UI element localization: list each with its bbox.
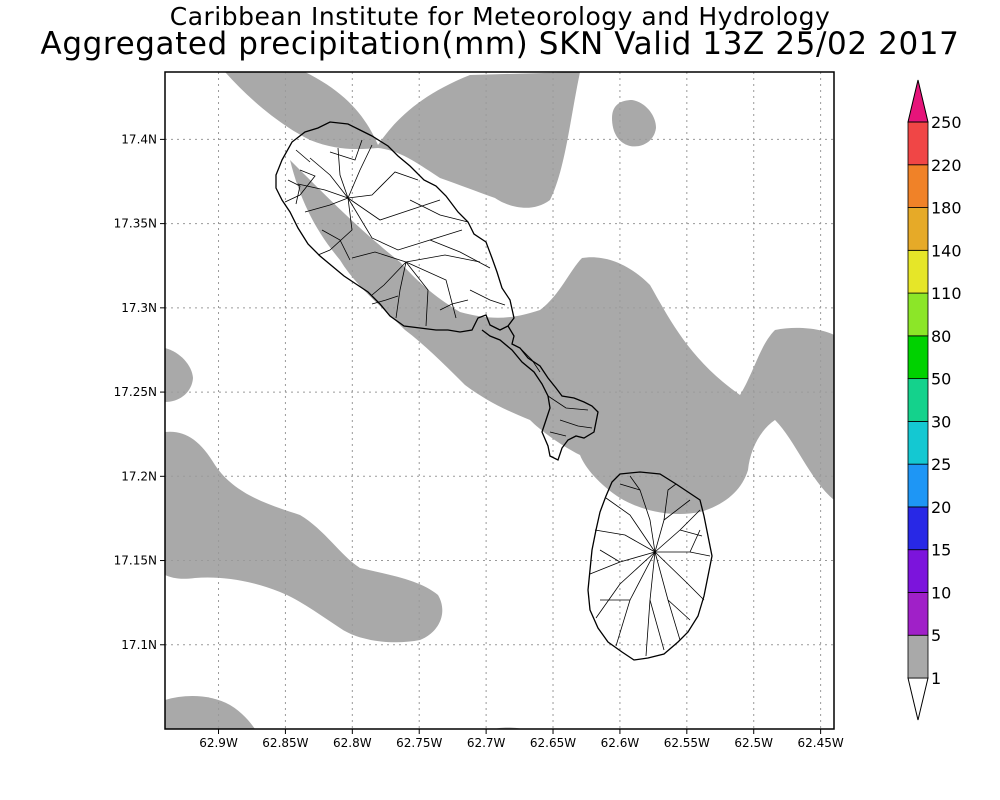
lat-tick-label: 17.2N <box>121 469 157 483</box>
island-nevis <box>587 471 713 661</box>
colorbar-segment <box>907 634 929 679</box>
colorbar-label: 110 <box>931 284 962 303</box>
rain-band-southwest <box>165 431 443 643</box>
colorbar-label: 50 <box>931 370 951 389</box>
lat-tick-label: 17.1N <box>121 638 157 652</box>
rain-band-north <box>225 72 580 208</box>
plot-frame <box>164 71 835 730</box>
lon-tick-label: 62.7W <box>467 736 506 750</box>
colorbar-label: 80 <box>931 327 951 346</box>
map-axes: 62.9W 62.85W 62.8W 62.75W 62.7W 62.65W 62.6W 62… <box>114 132 844 750</box>
colorbar-segment <box>907 249 929 294</box>
colorbar-segment <box>907 292 929 337</box>
nevis-coastline <box>587 471 713 661</box>
lon-tick-label: 62.5W <box>734 736 773 750</box>
colorbar-label: 220 <box>931 156 962 175</box>
colorbar-segment <box>907 420 929 465</box>
colorbar-label: 5 <box>931 626 941 645</box>
lat-tick-label: 17.35N <box>114 217 157 231</box>
colorbar-label: 30 <box>931 412 951 431</box>
precipitation-shading <box>165 72 834 729</box>
colorbar-segment <box>907 463 929 508</box>
rain-cell-southwest-corner <box>165 695 255 729</box>
lat-tick-label: 17.15N <box>114 554 157 568</box>
colorbar-label: 180 <box>931 199 962 218</box>
st-kitts-drainage <box>284 139 593 437</box>
lon-tick-label: 62.65W <box>530 736 576 750</box>
lon-tick-label: 62.9W <box>199 736 238 750</box>
map-grid <box>165 72 834 729</box>
lat-tick-label: 17.3N <box>121 301 157 315</box>
colorbar-label: 15 <box>931 541 951 560</box>
colorbar-label: 10 <box>931 583 951 602</box>
lon-tick-label: 62.8W <box>333 736 372 750</box>
colorbar-segment <box>907 335 929 380</box>
colorbar-segment <box>907 549 929 593</box>
colorbar-segment <box>907 378 929 422</box>
colorbar-segment <box>907 121 929 166</box>
colorbar-label: 250 <box>931 113 962 132</box>
lon-tick-label: 62.85W <box>262 736 308 750</box>
colorbar-label: 20 <box>931 498 951 517</box>
chart-subtitle: Aggregated precipitation(mm) SKN Valid 1… <box>40 26 960 62</box>
st-kitts-peninsula <box>481 325 599 461</box>
chart-title: Caribbean Institute for Meteorology and … <box>169 2 831 31</box>
colorbar-segment <box>907 506 929 551</box>
colorbar-high-triangle <box>907 79 929 123</box>
nevis-drainage <box>589 475 711 657</box>
lon-tick-label: 62.6W <box>601 736 640 750</box>
colorbar-low-triangle <box>907 677 929 721</box>
rain-cell-northeast <box>612 100 656 147</box>
lon-tick-label: 62.45W <box>798 736 844 750</box>
colorbar-label: 140 <box>931 241 962 260</box>
colorbar-segment <box>907 207 929 251</box>
colorbar-label: 1 <box>931 669 941 688</box>
colorbar-label: 25 <box>931 455 951 474</box>
lon-tick-label: 62.75W <box>396 736 442 750</box>
island-st-kitts <box>275 121 599 461</box>
rain-band-main <box>290 160 834 515</box>
st-kitts-coastline <box>275 121 515 333</box>
lon-tick-label: 62.55W <box>664 736 710 750</box>
colorbar-segment <box>907 164 929 208</box>
colorbar-segment <box>907 592 929 636</box>
lat-tick-label: 17.4N <box>121 132 157 146</box>
lat-tick-label: 17.25N <box>114 385 157 399</box>
rain-cell-west <box>165 348 193 402</box>
islands-layer <box>275 121 713 661</box>
